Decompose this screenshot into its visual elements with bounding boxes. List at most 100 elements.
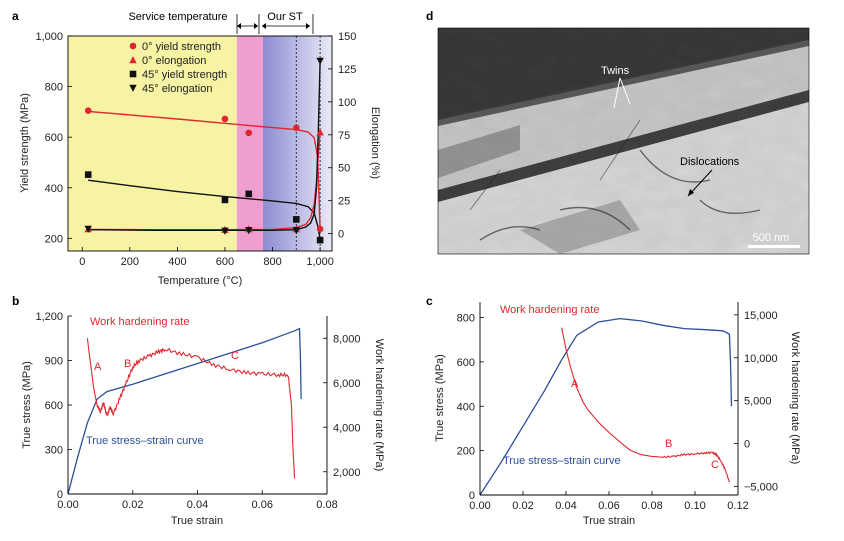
c-x-tick-label-6: 0.12 xyxy=(727,500,748,512)
panel-a-ylabel: Yield strength (MPa) xyxy=(19,93,31,193)
b-y-tick-label-1: 300 xyxy=(45,445,63,457)
45-yield-fit-line xyxy=(88,179,321,240)
panel-b-y2label: Work hardening rate (MPa) xyxy=(373,339,385,471)
series-2-point-1 xyxy=(221,196,229,204)
scale-bar-label: 500 nm xyxy=(753,232,790,244)
c-y-tick-label-2: 400 xyxy=(457,401,475,413)
series-2-point-0 xyxy=(84,171,92,178)
panel-b-stress-strain-curve xyxy=(68,327,302,494)
legend-marker-1 xyxy=(129,56,137,64)
panel-c-label-c: C xyxy=(711,459,719,471)
panel-b-chart: b 0.00 0.02 0.04 0.06 0.08 0 300 600 900 1,200 2… xyxy=(12,294,385,527)
twins-label: Twins xyxy=(601,65,630,77)
panel-c-letter: c xyxy=(426,294,433,308)
b-x-tick-label-4: 0.08 xyxy=(316,499,337,511)
panel-c-label-a: A xyxy=(571,378,579,390)
a-y-tick-label-4: 1,000 xyxy=(35,31,63,43)
a-y-tick-label-0: 200 xyxy=(45,233,63,245)
c-y-tick-label-1: 200 xyxy=(457,446,475,458)
c-y2-tick-label-0: −5,000 xyxy=(744,481,778,493)
c-y2-tick-label-2: 5,000 xyxy=(744,396,772,408)
panel-c-y2label: Work hardening rate (MPa) xyxy=(789,332,801,464)
a-y-tick-label-2: 600 xyxy=(45,132,63,144)
service-temperature-yellow-region xyxy=(68,36,237,251)
panel-b-stress-strain-label: True stress–strain curve xyxy=(86,435,204,447)
series-0-point-1 xyxy=(221,115,229,123)
series-3-point-4 xyxy=(316,57,324,65)
legend-marker-0 xyxy=(129,42,137,50)
series-2-point-2 xyxy=(245,190,253,198)
panel-b-label-a: A xyxy=(94,361,102,373)
a-y2-tick-label-4: 100 xyxy=(338,97,356,109)
a-x-tick-label-1: 200 xyxy=(121,256,139,268)
a-x-tick-label-4: 800 xyxy=(263,256,281,268)
series-0-point-0 xyxy=(84,107,92,114)
series-3-point-0 xyxy=(84,225,92,233)
b-x-tick-label-2: 0.04 xyxy=(187,499,208,511)
c-x-tick-label-5: 0.10 xyxy=(684,500,705,512)
panel-c-chart: c 0.00 0.02 0.04 0.06 0.08 0.10 0.12 0 200 400 60… xyxy=(426,294,801,527)
service-temperature-pink-region xyxy=(236,36,264,251)
b-x-tick-label-0: 0.00 xyxy=(57,499,78,511)
panel-a-y2label: Elongation (%) xyxy=(369,107,381,179)
a-y-tick-label-1: 400 xyxy=(45,183,63,195)
c-y2-tick-label-1: 0 xyxy=(744,439,750,451)
a-x-tick-label-0: 0 xyxy=(79,256,85,268)
panel-b-ylabel: True stress (MPa) xyxy=(21,361,33,449)
panel-a-chart: a Service temperature Our ST 0 200 400 600 8… xyxy=(12,9,381,287)
panel-c-stress-strain-curve xyxy=(480,317,733,495)
a-x-tick-label-2: 400 xyxy=(168,256,186,268)
series-3-point-2 xyxy=(245,227,253,235)
series-1-point-4 xyxy=(316,128,324,136)
dislocations-label: Dislocations xyxy=(680,156,740,168)
legend-marker-3 xyxy=(129,84,137,92)
b-y-tick-label-4: 1,200 xyxy=(35,311,63,323)
series-2-point-4 xyxy=(316,236,324,244)
a-y2-tick-label-3: 75 xyxy=(338,130,350,142)
legend-label-2: 45° yield strength xyxy=(142,69,227,81)
a-y-tick-label-3: 800 xyxy=(45,82,63,94)
a-y2-tick-label-2: 50 xyxy=(338,163,350,175)
legend-label-0: 0° yield strength xyxy=(142,41,221,53)
legend-label-1: 0° elongation xyxy=(142,55,206,67)
c-x-tick-label-4: 0.08 xyxy=(641,500,662,512)
b-x-tick-label-3: 0.06 xyxy=(252,499,273,511)
b-y2-tick-label-3: 8,000 xyxy=(333,333,361,345)
twins-arrows xyxy=(613,77,631,109)
series-0-point-2 xyxy=(245,129,253,137)
b-y2-tick-label-1: 4,000 xyxy=(333,422,361,434)
0-yield-fit-line xyxy=(88,110,321,230)
panel-b-work-hardening-curve xyxy=(86,338,296,479)
c-y2-tick-label-4: 15,000 xyxy=(744,310,778,322)
b-y2-tick-label-2: 6,000 xyxy=(333,378,361,390)
tem-image xyxy=(438,28,809,254)
series-0-point-3 xyxy=(293,124,300,132)
c-x-tick-label-3: 0.06 xyxy=(598,500,619,512)
scale-bar xyxy=(748,245,800,248)
b-y2-tick-label-0: 2,000 xyxy=(333,467,361,479)
panel-b-letter: b xyxy=(12,294,19,308)
panel-a-legend: 0° yield strength 0° elongation 45° yield … xyxy=(129,41,227,95)
panel-a-xlabel: Temperature (°C) xyxy=(158,275,242,287)
panel-c-ylabel: True stress (MPa) xyxy=(434,354,446,442)
series-3-point-3 xyxy=(292,227,301,235)
c-y-tick-label-0: 0 xyxy=(469,490,475,502)
panel-b-xlabel: True strain xyxy=(171,515,223,527)
temperature-range-header: Service temperature Our ST xyxy=(128,11,314,34)
panel-b-label-c: C xyxy=(231,350,239,362)
legend-label-3: 45° elongation xyxy=(142,83,212,95)
c-x-tick-label-0: 0.00 xyxy=(469,500,490,512)
series-3-point-1 xyxy=(221,227,229,235)
c-y-tick-label-4: 800 xyxy=(457,313,475,325)
c-x-tick-label-2: 0.04 xyxy=(555,500,576,512)
a-y2-tick-label-0: 0 xyxy=(338,229,344,241)
panel-c-work-hardening-curve xyxy=(561,327,730,483)
a-y2-tick-label-5: 125 xyxy=(338,64,356,76)
service-temperature-label: Service temperature xyxy=(128,11,227,23)
panel-b-label-b: B xyxy=(124,358,131,370)
panel-c-xlabel: True strain xyxy=(583,515,635,527)
panel-d-frame xyxy=(437,27,810,255)
panel-c-stress-strain-label: True stress–strain curve xyxy=(503,455,621,467)
a-x-tick-label-3: 600 xyxy=(216,256,234,268)
